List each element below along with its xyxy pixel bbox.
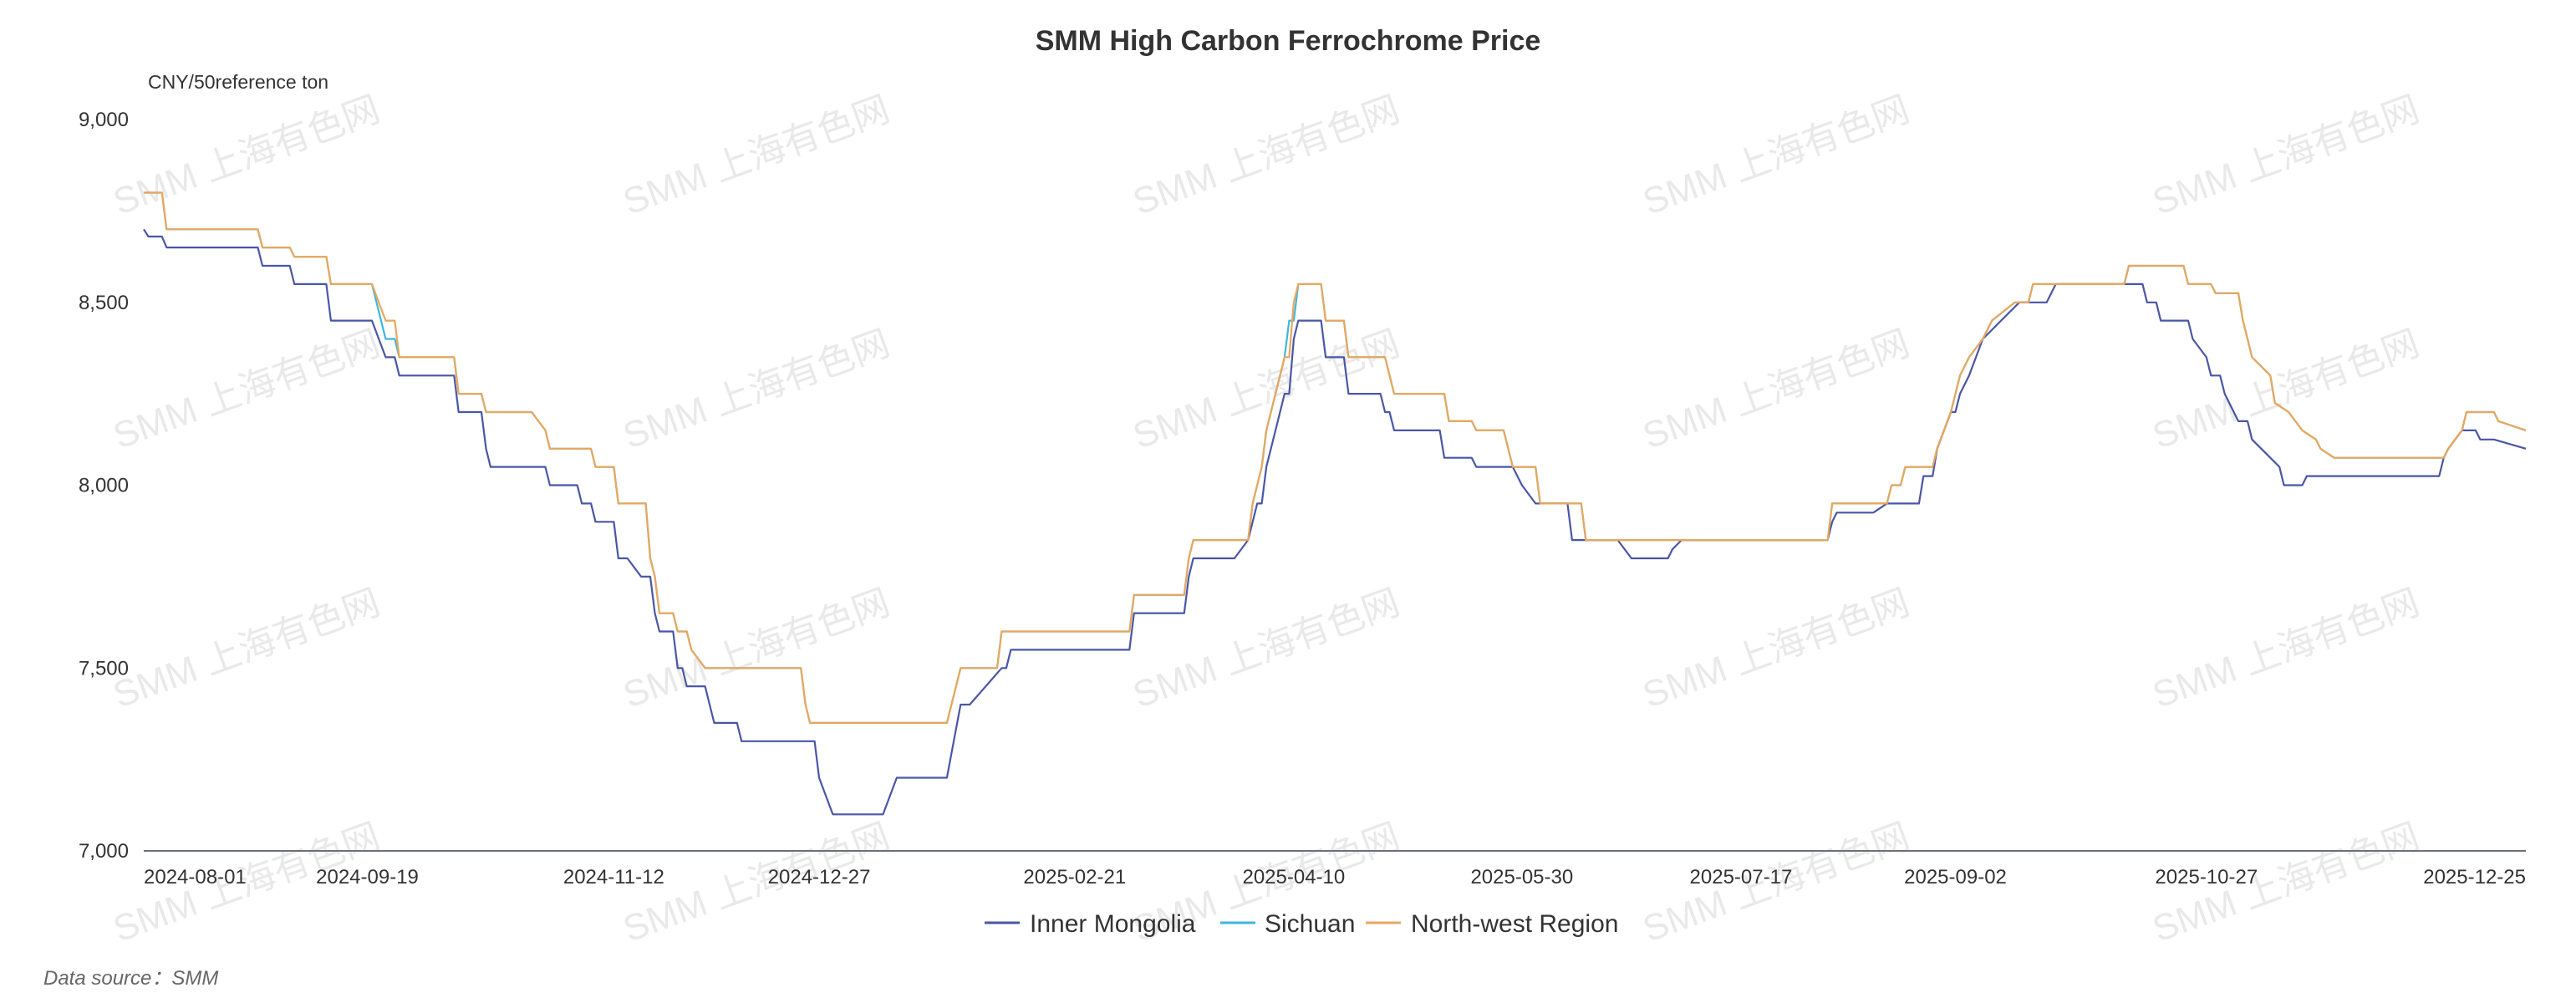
x-tick-label: 2024-09-19 xyxy=(316,866,419,888)
legend[interactable]: Inner Mongolia Sichuan North-west Region xyxy=(985,910,1618,938)
watermark-text: SMM 上海有色网 xyxy=(618,89,894,223)
watermark-text: SMM 上海有色网 xyxy=(1637,89,1914,223)
y-axis-ticks: 7,000 7,500 8,000 8,500 9,000 xyxy=(79,109,129,863)
series-line-north-west-region xyxy=(144,191,2527,724)
legend-item-inner-mongolia[interactable]: Inner Mongolia xyxy=(985,910,1196,938)
x-tick-label: 2024-08-01 xyxy=(144,866,247,888)
data-source-note: Data source：SMM xyxy=(43,967,218,990)
x-tick-label: 2025-12-25 xyxy=(2423,866,2526,888)
y-axis-unit-label: CNY/50reference ton xyxy=(148,71,328,93)
watermark-layer: SMM 上海有色网 SMM 上海有色网 SMM 上海有色网 SMM 上海有色网 SMM … xyxy=(108,89,2424,950)
legend-label-inner-mongolia: Inner Mongolia xyxy=(1030,910,1196,938)
x-tick-label: 2025-05-30 xyxy=(1470,866,1573,888)
watermark-text: SMM 上海有色网 xyxy=(108,582,384,716)
watermark-text: SMM 上海有色网 xyxy=(2147,582,2424,716)
y-tick-label: 7,500 xyxy=(79,657,129,680)
watermark-text: SMM 上海有色网 xyxy=(1128,89,1404,223)
watermark-text: SMM 上海有色网 xyxy=(108,323,384,457)
series-line-inner-mongolia xyxy=(143,228,2527,816)
watermark-text: SMM 上海有色网 xyxy=(618,582,894,716)
series-layer xyxy=(143,191,2527,816)
watermark-text: SMM 上海有色网 xyxy=(1637,582,1914,716)
watermark-text: SMM 上海有色网 xyxy=(2147,323,2424,457)
x-tick-label: 2025-04-10 xyxy=(1242,866,1345,888)
y-tick-label: 8,500 xyxy=(79,292,129,314)
x-tick-label: 2024-12-27 xyxy=(768,866,871,888)
legend-item-sichuan[interactable]: Sichuan xyxy=(1220,910,1355,938)
watermark-text: SMM 上海有色网 xyxy=(1128,582,1404,716)
x-tick-label: 2025-07-17 xyxy=(1690,866,1793,888)
x-tick-label: 2025-10-27 xyxy=(2155,866,2258,888)
y-tick-label: 7,000 xyxy=(79,840,129,863)
x-tick-label: 2025-02-21 xyxy=(1023,866,1126,888)
legend-label-sichuan: Sichuan xyxy=(1265,910,1355,938)
x-axis-ticks: 2024-08-01 2024-09-19 2024-11-12 2024-12-27… xyxy=(144,866,2526,888)
watermark-text: SMM 上海有色网 xyxy=(1637,323,1914,457)
watermark-text: SMM 上海有色网 xyxy=(108,89,384,223)
x-tick-label: 2024-11-12 xyxy=(563,866,664,888)
y-tick-label: 9,000 xyxy=(79,109,129,131)
x-tick-label: 2025-09-02 xyxy=(1904,866,2007,888)
watermark-text: SMM 上海有色网 xyxy=(2147,89,2424,223)
chart-title: SMM High Carbon Ferrochrome Price xyxy=(1036,25,1541,57)
y-tick-label: 8,000 xyxy=(79,475,129,497)
watermark-text: SMM 上海有色网 xyxy=(618,323,894,457)
legend-item-north-west-region[interactable]: North-west Region xyxy=(1366,910,1618,938)
legend-label-north-west-region: North-west Region xyxy=(1411,910,1618,938)
